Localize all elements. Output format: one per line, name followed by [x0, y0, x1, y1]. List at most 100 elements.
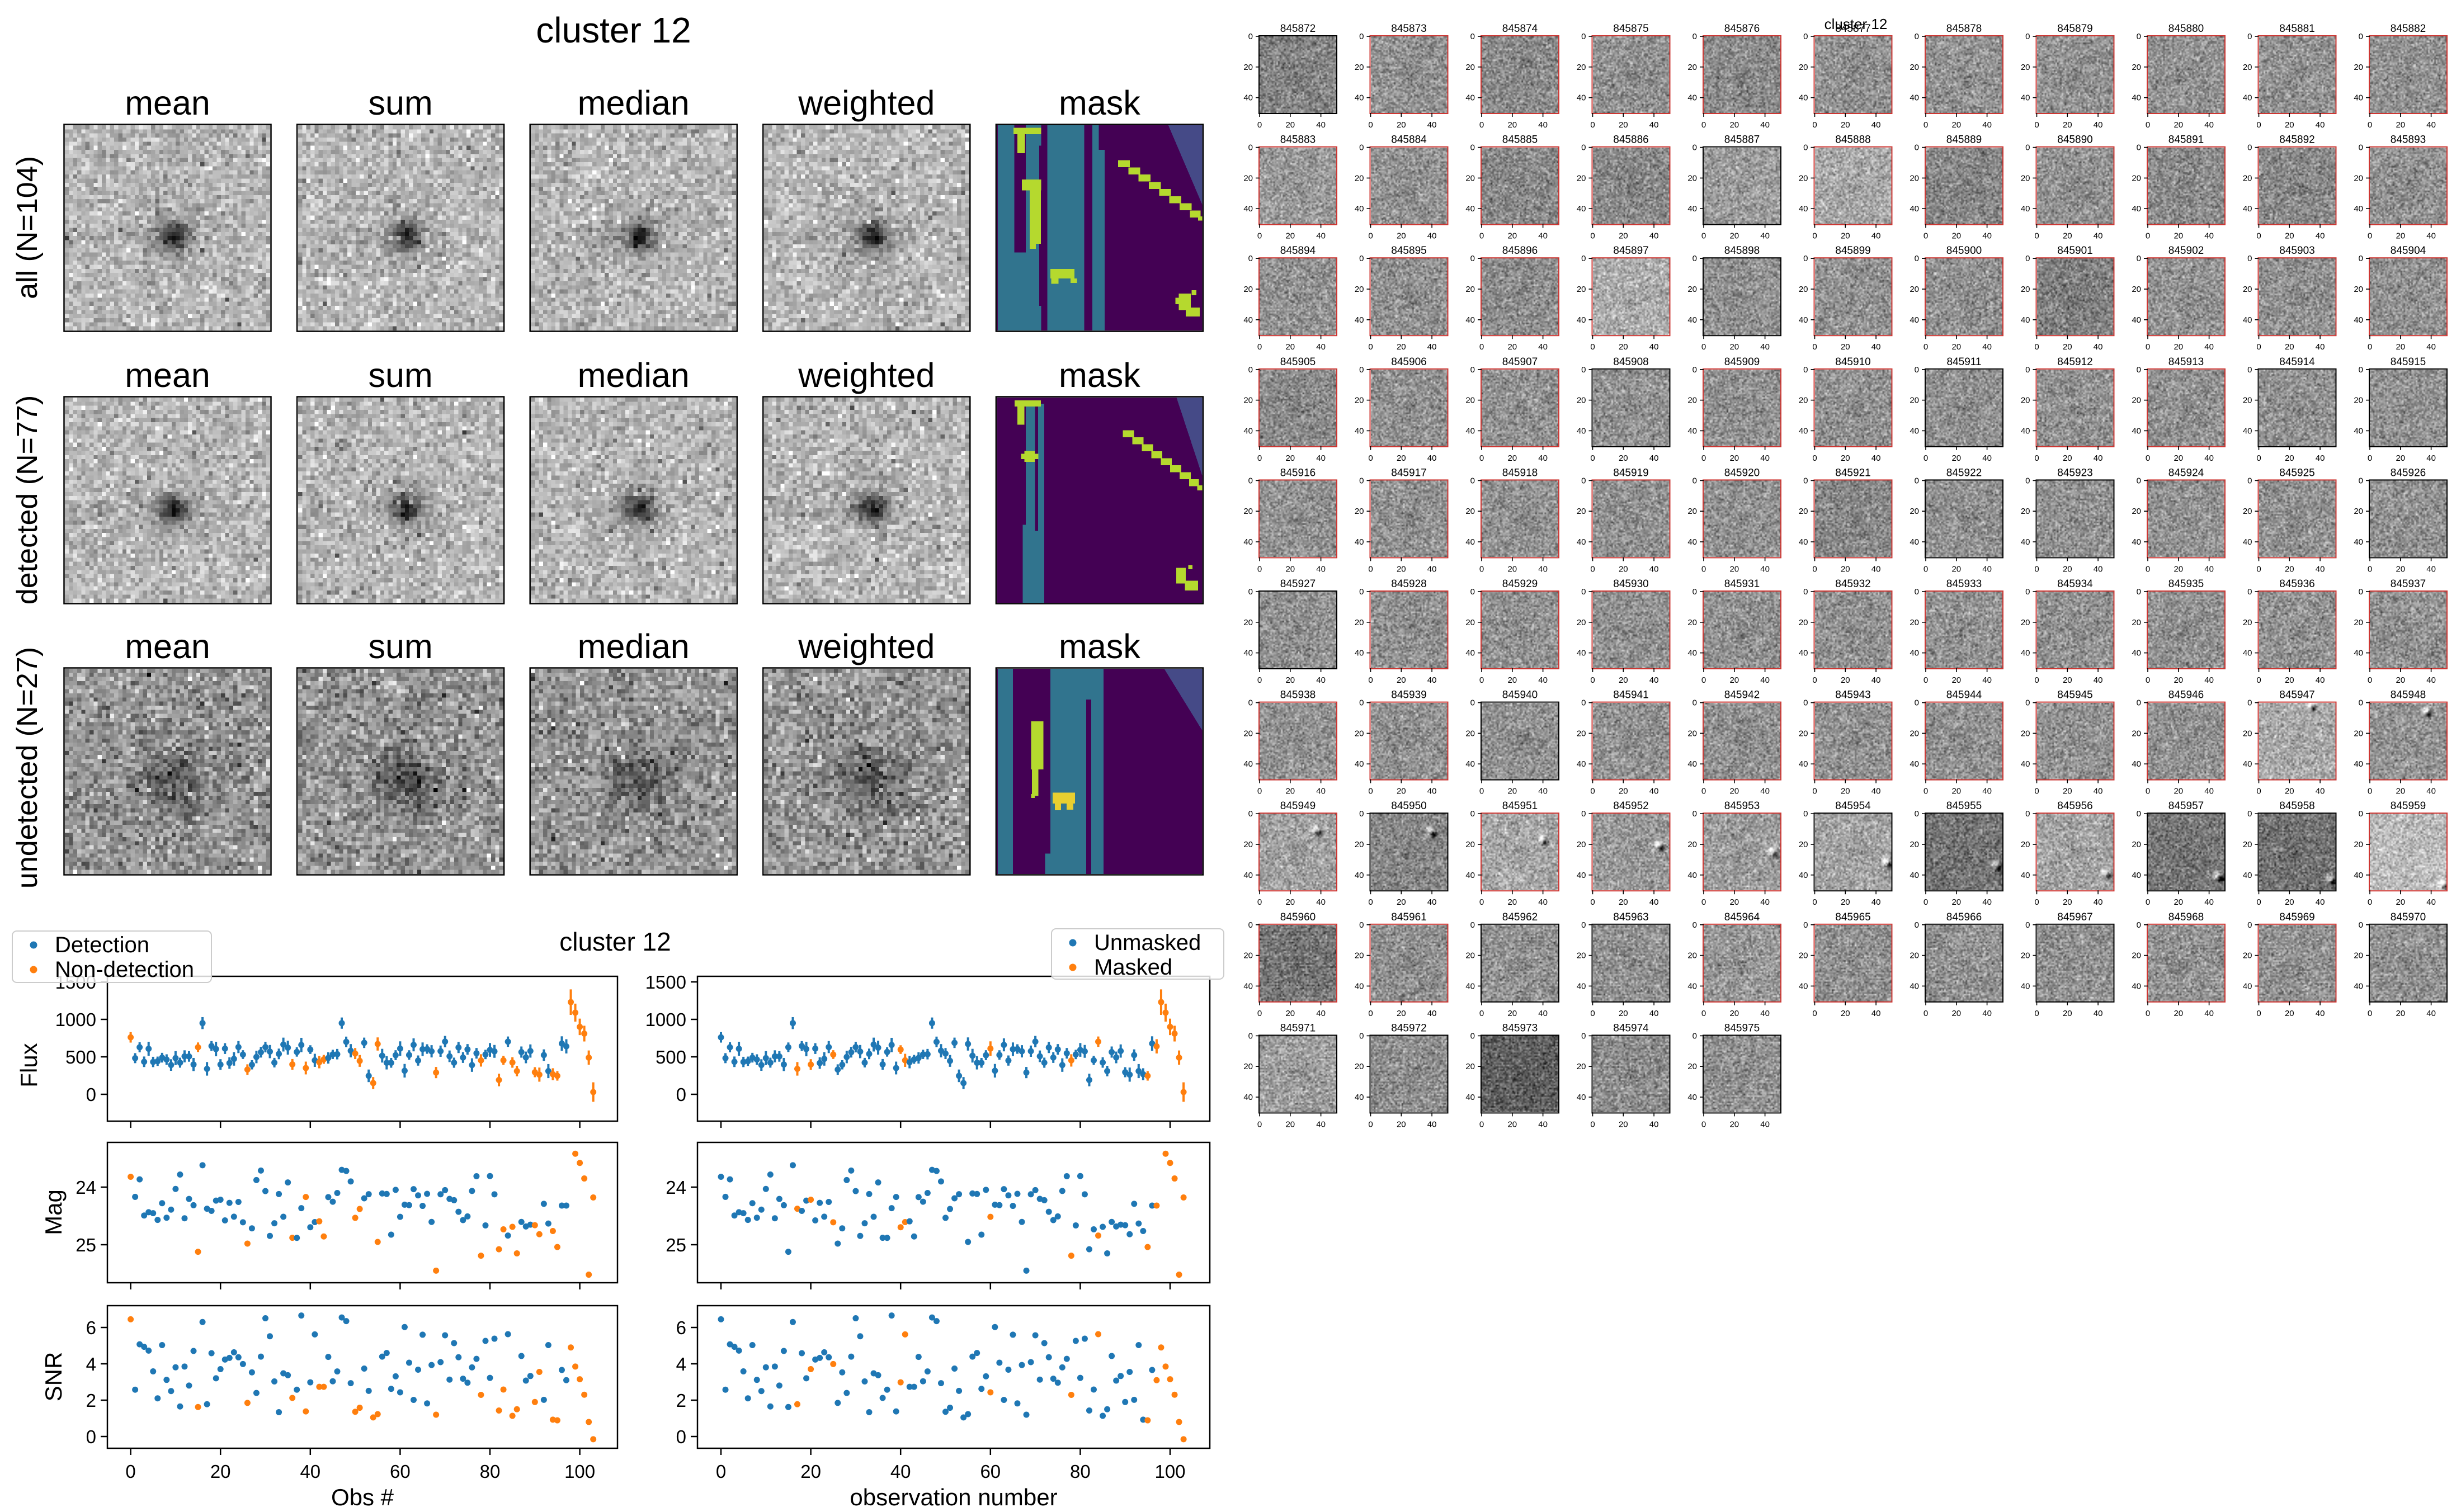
svg-text:40: 40 — [1427, 897, 1437, 907]
svg-text:0: 0 — [1368, 675, 1373, 685]
svg-text:20: 20 — [1355, 1062, 1364, 1071]
svg-text:40: 40 — [1577, 1093, 1586, 1102]
svg-text:845894: 845894 — [1280, 245, 1316, 257]
svg-text:40: 40 — [2132, 315, 2141, 325]
svg-text:40: 40 — [1799, 649, 1808, 658]
svg-text:0: 0 — [1248, 809, 1253, 819]
svg-text:20: 20 — [2354, 840, 2363, 849]
svg-text:0: 0 — [1803, 365, 1808, 375]
svg-text:20: 20 — [1799, 396, 1808, 405]
svg-text:40: 40 — [1982, 564, 1992, 574]
svg-text:40: 40 — [1316, 564, 1326, 574]
svg-text:40: 40 — [1538, 897, 1548, 907]
svg-text:0: 0 — [1923, 564, 1928, 574]
svg-text:845974: 845974 — [1613, 1022, 1649, 1034]
svg-text:845930: 845930 — [1613, 578, 1648, 590]
svg-text:20: 20 — [2063, 342, 2072, 352]
svg-text:20: 20 — [2174, 564, 2183, 574]
svg-text:0: 0 — [1701, 897, 1706, 907]
svg-text:40: 40 — [2316, 787, 2325, 796]
svg-text:40: 40 — [1465, 759, 1475, 769]
svg-text:20: 20 — [1841, 787, 1850, 796]
svg-text:0: 0 — [1359, 698, 1364, 708]
svg-text:40: 40 — [1538, 787, 1548, 796]
svg-text:0: 0 — [86, 1426, 96, 1447]
svg-text:sum: sum — [368, 627, 432, 665]
svg-text:20: 20 — [1799, 63, 1808, 72]
svg-text:20: 20 — [1507, 787, 1517, 796]
svg-text:40: 40 — [1982, 453, 1992, 463]
svg-text:40: 40 — [1871, 231, 1881, 241]
svg-text:40: 40 — [890, 1461, 911, 1482]
svg-text:40: 40 — [2094, 231, 2103, 241]
svg-text:40: 40 — [1982, 1009, 1992, 1018]
svg-text:40: 40 — [1538, 231, 1548, 241]
svg-text:0: 0 — [1470, 1031, 1475, 1041]
svg-text:845884: 845884 — [1391, 134, 1427, 146]
svg-text:20: 20 — [1729, 231, 1739, 241]
svg-text:cluster 12: cluster 12 — [536, 10, 691, 50]
svg-text:40: 40 — [1355, 871, 1364, 880]
svg-text:845962: 845962 — [1502, 911, 1538, 923]
svg-text:0: 0 — [86, 1084, 96, 1105]
svg-text:0: 0 — [1590, 564, 1595, 574]
svg-text:40: 40 — [1577, 981, 1586, 991]
svg-text:0: 0 — [1479, 1009, 1484, 1018]
svg-text:0: 0 — [2368, 897, 2372, 907]
svg-text:Flux: Flux — [16, 1043, 42, 1087]
svg-text:20: 20 — [1355, 729, 1364, 738]
svg-text:845936: 845936 — [2279, 578, 2314, 590]
svg-text:20: 20 — [1285, 1119, 1295, 1129]
svg-text:SNR: SNR — [40, 1352, 67, 1402]
svg-text:0: 0 — [2025, 254, 2030, 263]
svg-text:2: 2 — [86, 1390, 96, 1411]
svg-text:20: 20 — [2021, 840, 2030, 849]
svg-text:0: 0 — [2359, 143, 2363, 153]
svg-text:0: 0 — [1581, 1031, 1586, 1041]
svg-text:0: 0 — [1368, 342, 1373, 352]
svg-text:845879: 845879 — [2057, 23, 2092, 35]
svg-text:845927: 845927 — [1280, 578, 1316, 590]
svg-text:40: 40 — [1649, 1119, 1659, 1129]
svg-text:20: 20 — [2354, 285, 2363, 294]
svg-text:0: 0 — [1915, 143, 1919, 153]
svg-text:40: 40 — [2243, 204, 2252, 214]
svg-text:20: 20 — [1577, 840, 1586, 849]
svg-text:0: 0 — [2368, 787, 2372, 796]
svg-text:40: 40 — [1649, 342, 1659, 352]
svg-text:mask: mask — [1059, 627, 1140, 665]
svg-text:20: 20 — [1910, 285, 1919, 294]
svg-text:0: 0 — [2359, 254, 2363, 263]
svg-text:40: 40 — [1316, 897, 1326, 907]
svg-text:845914: 845914 — [2279, 356, 2315, 368]
svg-text:40: 40 — [1427, 231, 1437, 241]
svg-text:845967: 845967 — [2057, 911, 2092, 923]
svg-text:0: 0 — [1479, 675, 1484, 685]
svg-text:845941: 845941 — [1613, 689, 1648, 701]
svg-text:0: 0 — [2368, 453, 2372, 463]
svg-text:40: 40 — [1316, 120, 1326, 130]
svg-text:20: 20 — [1577, 1062, 1586, 1071]
svg-text:20: 20 — [1687, 507, 1697, 516]
svg-text:40: 40 — [1799, 537, 1808, 547]
svg-text:40: 40 — [2021, 426, 2030, 436]
svg-text:0: 0 — [2368, 231, 2372, 241]
svg-text:0: 0 — [2137, 587, 2141, 597]
svg-text:0: 0 — [2025, 365, 2030, 375]
svg-text:845946: 845946 — [2168, 689, 2204, 701]
svg-text:40: 40 — [1316, 1009, 1326, 1018]
svg-text:20: 20 — [2396, 897, 2405, 907]
svg-text:0: 0 — [2359, 476, 2363, 485]
svg-text:845904: 845904 — [2391, 245, 2426, 257]
svg-text:20: 20 — [1619, 453, 1628, 463]
svg-text:0: 0 — [1923, 675, 1928, 685]
svg-text:40: 40 — [1982, 897, 1992, 907]
svg-text:0: 0 — [2034, 787, 2039, 796]
svg-text:40: 40 — [1577, 871, 1586, 880]
svg-text:40: 40 — [2316, 564, 2325, 574]
svg-text:40: 40 — [1649, 787, 1659, 796]
svg-text:845876: 845876 — [1724, 23, 1760, 35]
svg-text:0: 0 — [1581, 476, 1586, 485]
svg-text:20: 20 — [1397, 897, 1406, 907]
svg-text:0: 0 — [2247, 143, 2252, 153]
